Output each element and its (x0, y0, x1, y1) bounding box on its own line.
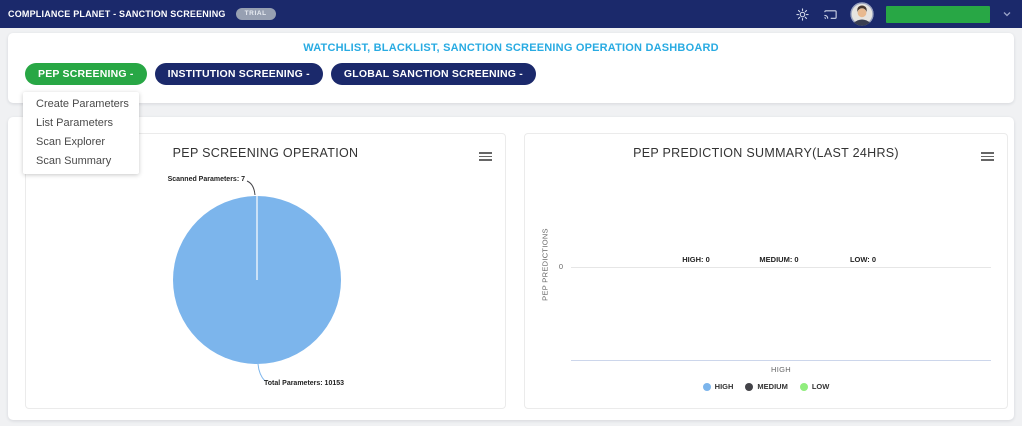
legend-dot-medium (745, 382, 754, 391)
legend-item-high[interactable]: HIGH (702, 382, 734, 391)
legend-item-low[interactable]: LOW (799, 382, 830, 391)
pie-data-label-scanned: Scanned Parameters: 7 (167, 176, 245, 183)
dashboard-title: WATCHLIST, BLACKLIST, SANCTION SCREENING… (303, 42, 719, 54)
pie-connector-scanned (246, 180, 256, 196)
global-sanction-screening-menu-button[interactable]: GLOBAL SANCTION SCREENING - (330, 63, 536, 85)
menu-item-create-parameters[interactable]: Create Parameters (36, 98, 129, 110)
pie-chart (173, 180, 341, 382)
app-title: COMPLIANCE PLANET - SANCTION SCREENING (8, 9, 226, 19)
user-menu-chevron-down-icon[interactable] (1002, 9, 1012, 19)
pep-prediction-summary-chart-panel: PEP PREDICTION SUMMARY(LAST 24HRS) PEP P… (524, 133, 1008, 409)
legend-item-medium[interactable]: MEDIUM (745, 382, 788, 391)
menu-item-scan-summary[interactable]: Scan Summary (36, 155, 112, 167)
pie-chart-title: PEP SCREENING OPERATION (172, 146, 359, 160)
gridline-zero (571, 267, 991, 268)
user-name-redacted[interactable] (886, 5, 990, 23)
legend-dot-low (799, 382, 808, 391)
y-axis-tick-0: 0 (558, 262, 563, 271)
navbar-right-group (794, 2, 1012, 26)
column-data-label-medium: MEDIUM: 0 (759, 255, 799, 264)
screening-menu-buttons: PEP SCREENING - INSTITUTION SCREENING - … (8, 54, 1014, 85)
top-navbar: COMPLIANCE PLANET - SANCTION SCREENING T… (0, 0, 1022, 28)
column-chart-title: PEP PREDICTION SUMMARY(LAST 24HRS) (633, 146, 899, 160)
screen-cast-icon[interactable] (822, 6, 838, 22)
dashboard-main: WATCHLIST, BLACKLIST, SANCTION SCREENING… (0, 33, 1022, 420)
x-axis-line (571, 360, 991, 361)
institution-screening-menu-button[interactable]: INSTITUTION SCREENING - (154, 63, 323, 85)
pie-data-label-total: Total Parameters: 10153 (264, 380, 345, 387)
column-data-label-high: HIGH: 0 (682, 255, 710, 264)
legend-label-high: HIGH (714, 382, 734, 391)
menu-item-list-parameters[interactable]: List Parameters (36, 117, 114, 129)
charts-section: PEP SCREENING OPERATION Scanned Paramete… (8, 117, 1014, 420)
legend-label-low: LOW (811, 382, 830, 391)
column-data-label-low: LOW: 0 (849, 255, 877, 264)
y-axis-title: PEP PREDICTIONS (540, 228, 550, 301)
pep-screening-operation-chart-panel: PEP SCREENING OPERATION Scanned Paramete… (25, 133, 506, 409)
pep-screening-menu-button[interactable]: PEP SCREENING - (25, 63, 147, 85)
legend-label-medium: MEDIUM (757, 382, 788, 391)
chart-context-menu-icon[interactable] (479, 150, 492, 163)
user-avatar[interactable] (850, 2, 874, 26)
trial-badge: TRIAL (235, 7, 276, 21)
chart-context-menu-icon[interactable] (981, 150, 994, 163)
settings-gear-icon[interactable] (794, 6, 810, 22)
dashboard-header-card: WATCHLIST, BLACKLIST, SANCTION SCREENING… (8, 33, 1014, 103)
legend-dot-high (702, 382, 711, 391)
chart-legend: HIGH MEDIUM LOW (525, 382, 1007, 391)
menu-item-scan-explorer[interactable]: Scan Explorer (36, 136, 106, 148)
pie-connector-total (257, 363, 266, 382)
x-axis-category-high: HIGH (771, 365, 791, 374)
pep-screening-dropdown-menu: Create Parameters List Parameters Scan E… (23, 92, 139, 174)
